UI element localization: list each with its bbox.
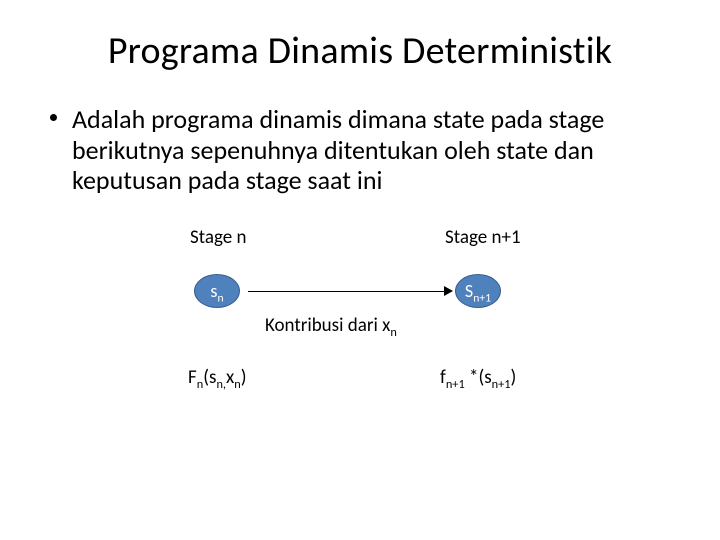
- stage-n1-label: Stage n+1: [445, 226, 521, 249]
- body-text: Adalah programa dinamis dimana state pad…: [72, 103, 604, 196]
- node-left-text: sn: [210, 280, 223, 302]
- transition-arrow: [248, 282, 453, 302]
- slide: Programa Dinamis Deterministik Adalah pr…: [0, 0, 720, 540]
- stage-n-label: Stage n: [190, 226, 246, 249]
- body-bullet: Adalah programa dinamis dimana state pad…: [50, 104, 670, 196]
- arrow-line: [248, 291, 446, 292]
- bullet-icon: [50, 114, 57, 121]
- fn-left-label: Fn(sn,xn): [188, 366, 247, 389]
- state-node-right: Sn+1: [455, 274, 501, 308]
- arrow-head-icon: [444, 286, 453, 296]
- contribution-label: Kontribusi dari xn: [265, 314, 397, 337]
- diagram: Stage n Stage n+1 sn Sn+1 Kontribusi dar…: [50, 226, 670, 436]
- state-node-left: sn: [194, 274, 240, 308]
- node-right-text: Sn+1: [465, 280, 491, 302]
- slide-title: Programa Dinamis Deterministik: [50, 28, 670, 74]
- fn-right-label: fn+1 *(sn+1): [440, 366, 516, 389]
